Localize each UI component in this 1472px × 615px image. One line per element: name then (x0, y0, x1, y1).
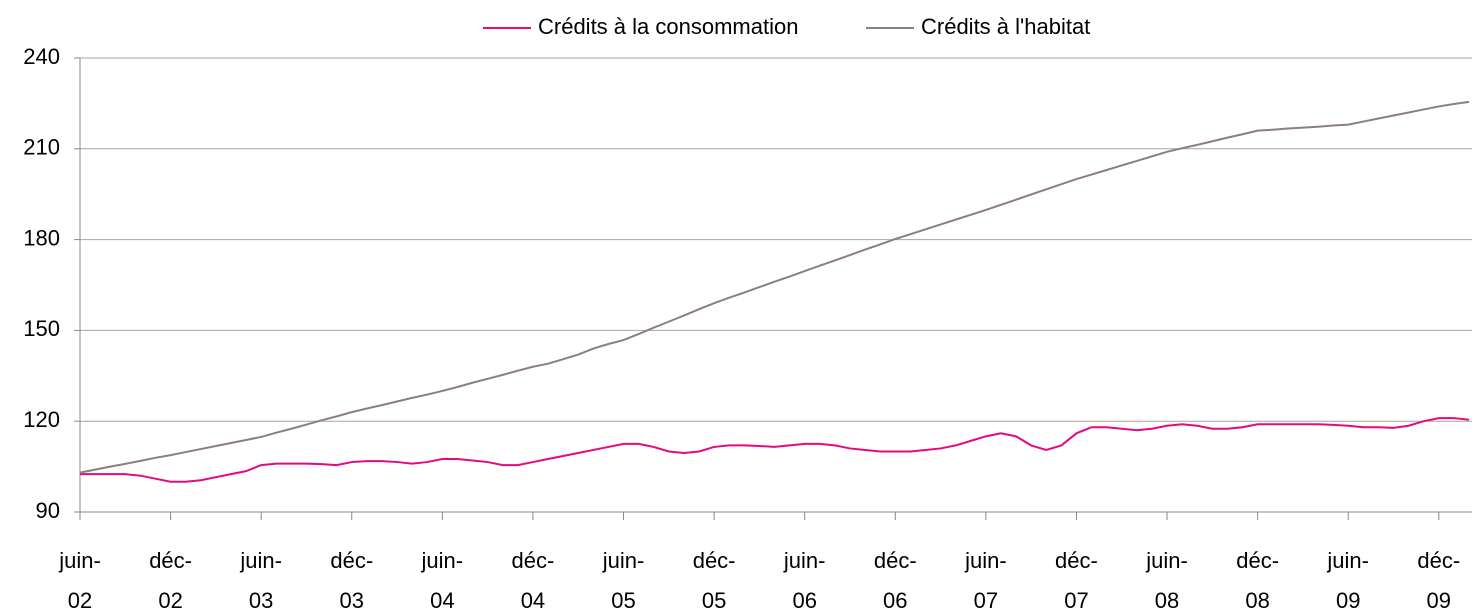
legend-label: Crédits à la consommation (538, 14, 798, 39)
x-tick-label-line: déc- (1055, 548, 1098, 573)
x-tick-label-line: 08 (1245, 588, 1269, 613)
x-tick-label: juin- 03 (239, 548, 282, 613)
x-tick-label-line: déc- (1236, 548, 1279, 573)
x-tick-label: juin- 05 (602, 548, 645, 613)
legend-label: Crédits à l'habitat (921, 14, 1090, 39)
x-tick-label-line: 06 (883, 588, 907, 613)
y-tick-label: 120 (23, 407, 60, 432)
x-tick-label: déc- 09 (1417, 548, 1460, 613)
x-tick-label: déc- 04 (512, 548, 555, 613)
x-tick-label-line: 05 (702, 588, 726, 613)
x-tick-label-line: déc- (512, 548, 555, 573)
x-tick-label-line: déc- (1417, 548, 1460, 573)
x-tick-label-line: 03 (249, 588, 273, 613)
x-tick-label-line: 02 (68, 588, 92, 613)
series-line (79, 100, 1470, 474)
x-tick-label-line: 04 (521, 588, 545, 613)
x-tick-label: déc- 06 (874, 548, 917, 613)
x-tick-label-line: 07 (974, 588, 998, 613)
x-tick-label-line: 03 (340, 588, 364, 613)
x-tick-label-line: déc- (874, 548, 917, 573)
x-tick-label-line: juin- (239, 548, 282, 573)
x-tick-label: déc- 02 (149, 548, 192, 613)
x-tick-label-line: juin- (783, 548, 826, 573)
y-tick-label: 240 (23, 44, 60, 69)
x-tick-label-line: déc- (330, 548, 373, 573)
x-tick-label-line: juin- (1145, 548, 1188, 573)
x-tick-label-line: 09 (1427, 588, 1451, 613)
x-tick-label: déc- 07 (1055, 548, 1098, 613)
x-tick-label-line: juin- (602, 548, 645, 573)
x-tick-label: juin- 04 (421, 548, 464, 613)
x-tick-label-line: 05 (611, 588, 635, 613)
x-tick-label: juin- 02 (58, 548, 101, 613)
x-tick-label-line: 09 (1336, 588, 1360, 613)
x-tick-label-line: juin- (58, 548, 101, 573)
x-tick-label-line: déc- (693, 548, 736, 573)
x-tick-label-line: déc- (149, 548, 192, 573)
x-tick-label-line: 07 (1064, 588, 1088, 613)
x-tick-label-line: 06 (792, 588, 816, 613)
y-tick-label: 180 (23, 225, 60, 250)
x-tick-label-line: 02 (158, 588, 182, 613)
x-tick-label-line: juin- (964, 548, 1007, 573)
x-tick-label-line: juin- (421, 548, 464, 573)
x-tick-label: juin- 07 (964, 548, 1007, 613)
y-tick-label: 150 (23, 316, 60, 341)
series-line (80, 417, 1470, 483)
x-tick-label: déc- 03 (330, 548, 373, 613)
y-tick-label: 90 (36, 498, 60, 523)
x-tick-label-line: 08 (1155, 588, 1179, 613)
y-tick-label: 210 (23, 135, 60, 160)
x-tick-label: juin- 06 (783, 548, 826, 613)
x-tick-label: juin- 08 (1145, 548, 1188, 613)
x-tick-label: déc- 08 (1236, 548, 1279, 613)
x-tick-label-line: juin- (1326, 548, 1369, 573)
x-tick-label-line: 04 (430, 588, 454, 613)
x-tick-label: déc- 05 (693, 548, 736, 613)
x-tick-label: juin- 09 (1326, 548, 1369, 613)
